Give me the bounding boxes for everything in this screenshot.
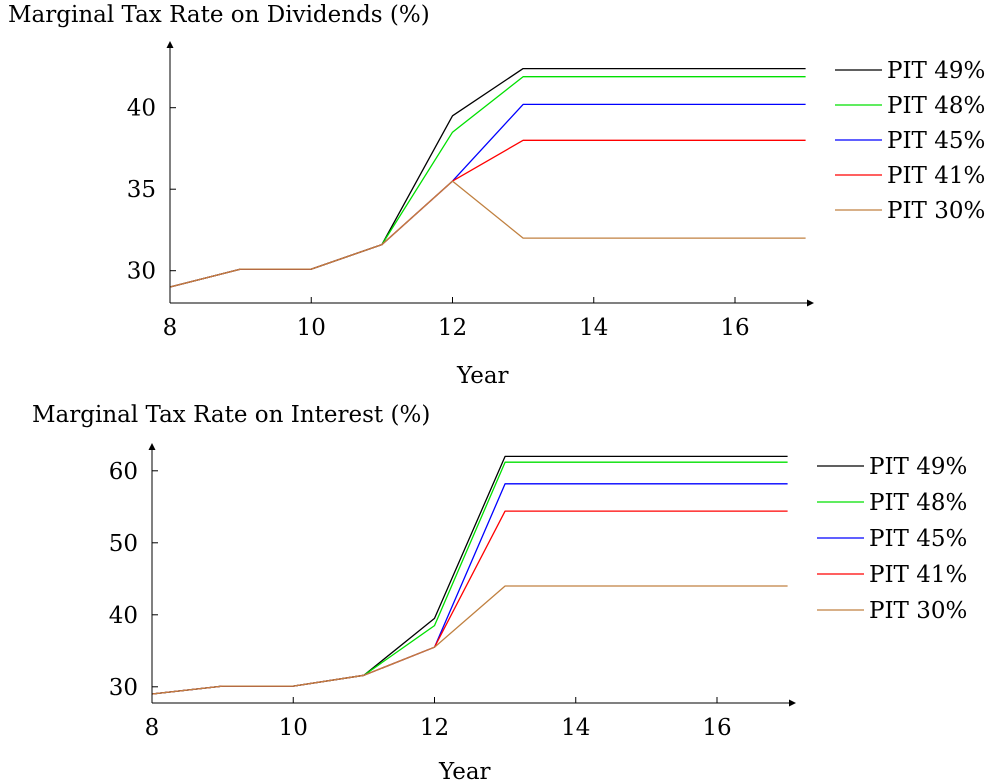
chart-title-dividends: Marginal Tax Rate on Dividends (%) (8, 2, 430, 28)
legend-label-3: PIT 41% (887, 163, 985, 189)
legend-label-0: PIT 49% (869, 454, 967, 480)
y-axis-arrow (148, 443, 156, 450)
y-axis-arrow (166, 41, 174, 48)
series-line-0 (151, 455, 788, 695)
x-axis-arrow (807, 299, 814, 307)
x-tick-label-2: 12 (420, 715, 449, 741)
series-line-4 (151, 585, 788, 695)
x-axis-title: Year (438, 759, 491, 784)
series-line-2 (169, 103, 806, 288)
x-tick-label-1: 10 (279, 715, 308, 741)
y-tick-label-0: 30 (127, 259, 156, 285)
x-tick-label-3: 14 (561, 715, 590, 741)
legend-label-4: PIT 30% (869, 598, 967, 624)
x-axis-arrow (789, 699, 796, 707)
y-tick-label-0: 30 (109, 675, 138, 701)
x-tick-label-0: 8 (145, 715, 160, 741)
legend-label-3: PIT 41% (869, 562, 967, 588)
x-axis-title: Year (456, 363, 509, 389)
x-tick-label-0: 8 (163, 315, 178, 341)
series-line-0 (169, 67, 806, 288)
x-tick-label-4: 16 (702, 715, 731, 741)
y-tick-label-2: 50 (109, 531, 138, 557)
legend-label-1: PIT 48% (869, 490, 967, 516)
x-tick-label-2: 12 (438, 315, 467, 341)
chart-title-interest: Marginal Tax Rate on Interest (%) (32, 402, 431, 428)
series-line-1 (169, 76, 806, 288)
y-tick-label-2: 40 (127, 96, 156, 122)
y-tick-label-1: 40 (109, 603, 138, 629)
y-tick-label-1: 35 (127, 177, 156, 203)
x-tick-label-1: 10 (297, 315, 326, 341)
series-line-4 (169, 180, 806, 288)
legend-label-2: PIT 45% (887, 128, 985, 154)
legend-label-4: PIT 30% (887, 198, 985, 224)
series-line-3 (169, 139, 806, 288)
series-line-2 (151, 483, 788, 695)
dividends-chart: 8 10 12 14 16 30 35 40 Year PIT 49% PIT 48% PIT 45%… (127, 41, 985, 389)
x-tick-label-3: 14 (579, 315, 608, 341)
legend-label-1: PIT 48% (887, 93, 985, 119)
legend-label-2: PIT 45% (869, 526, 967, 552)
interest-chart: 8 10 12 14 16 30 40 50 60 Year PIT 49% PIT 48% PIT 4… (109, 443, 967, 784)
legend-label-0: PIT 49% (887, 58, 985, 84)
x-tick-label-4: 16 (720, 315, 749, 341)
y-tick-label-3: 60 (109, 459, 138, 485)
